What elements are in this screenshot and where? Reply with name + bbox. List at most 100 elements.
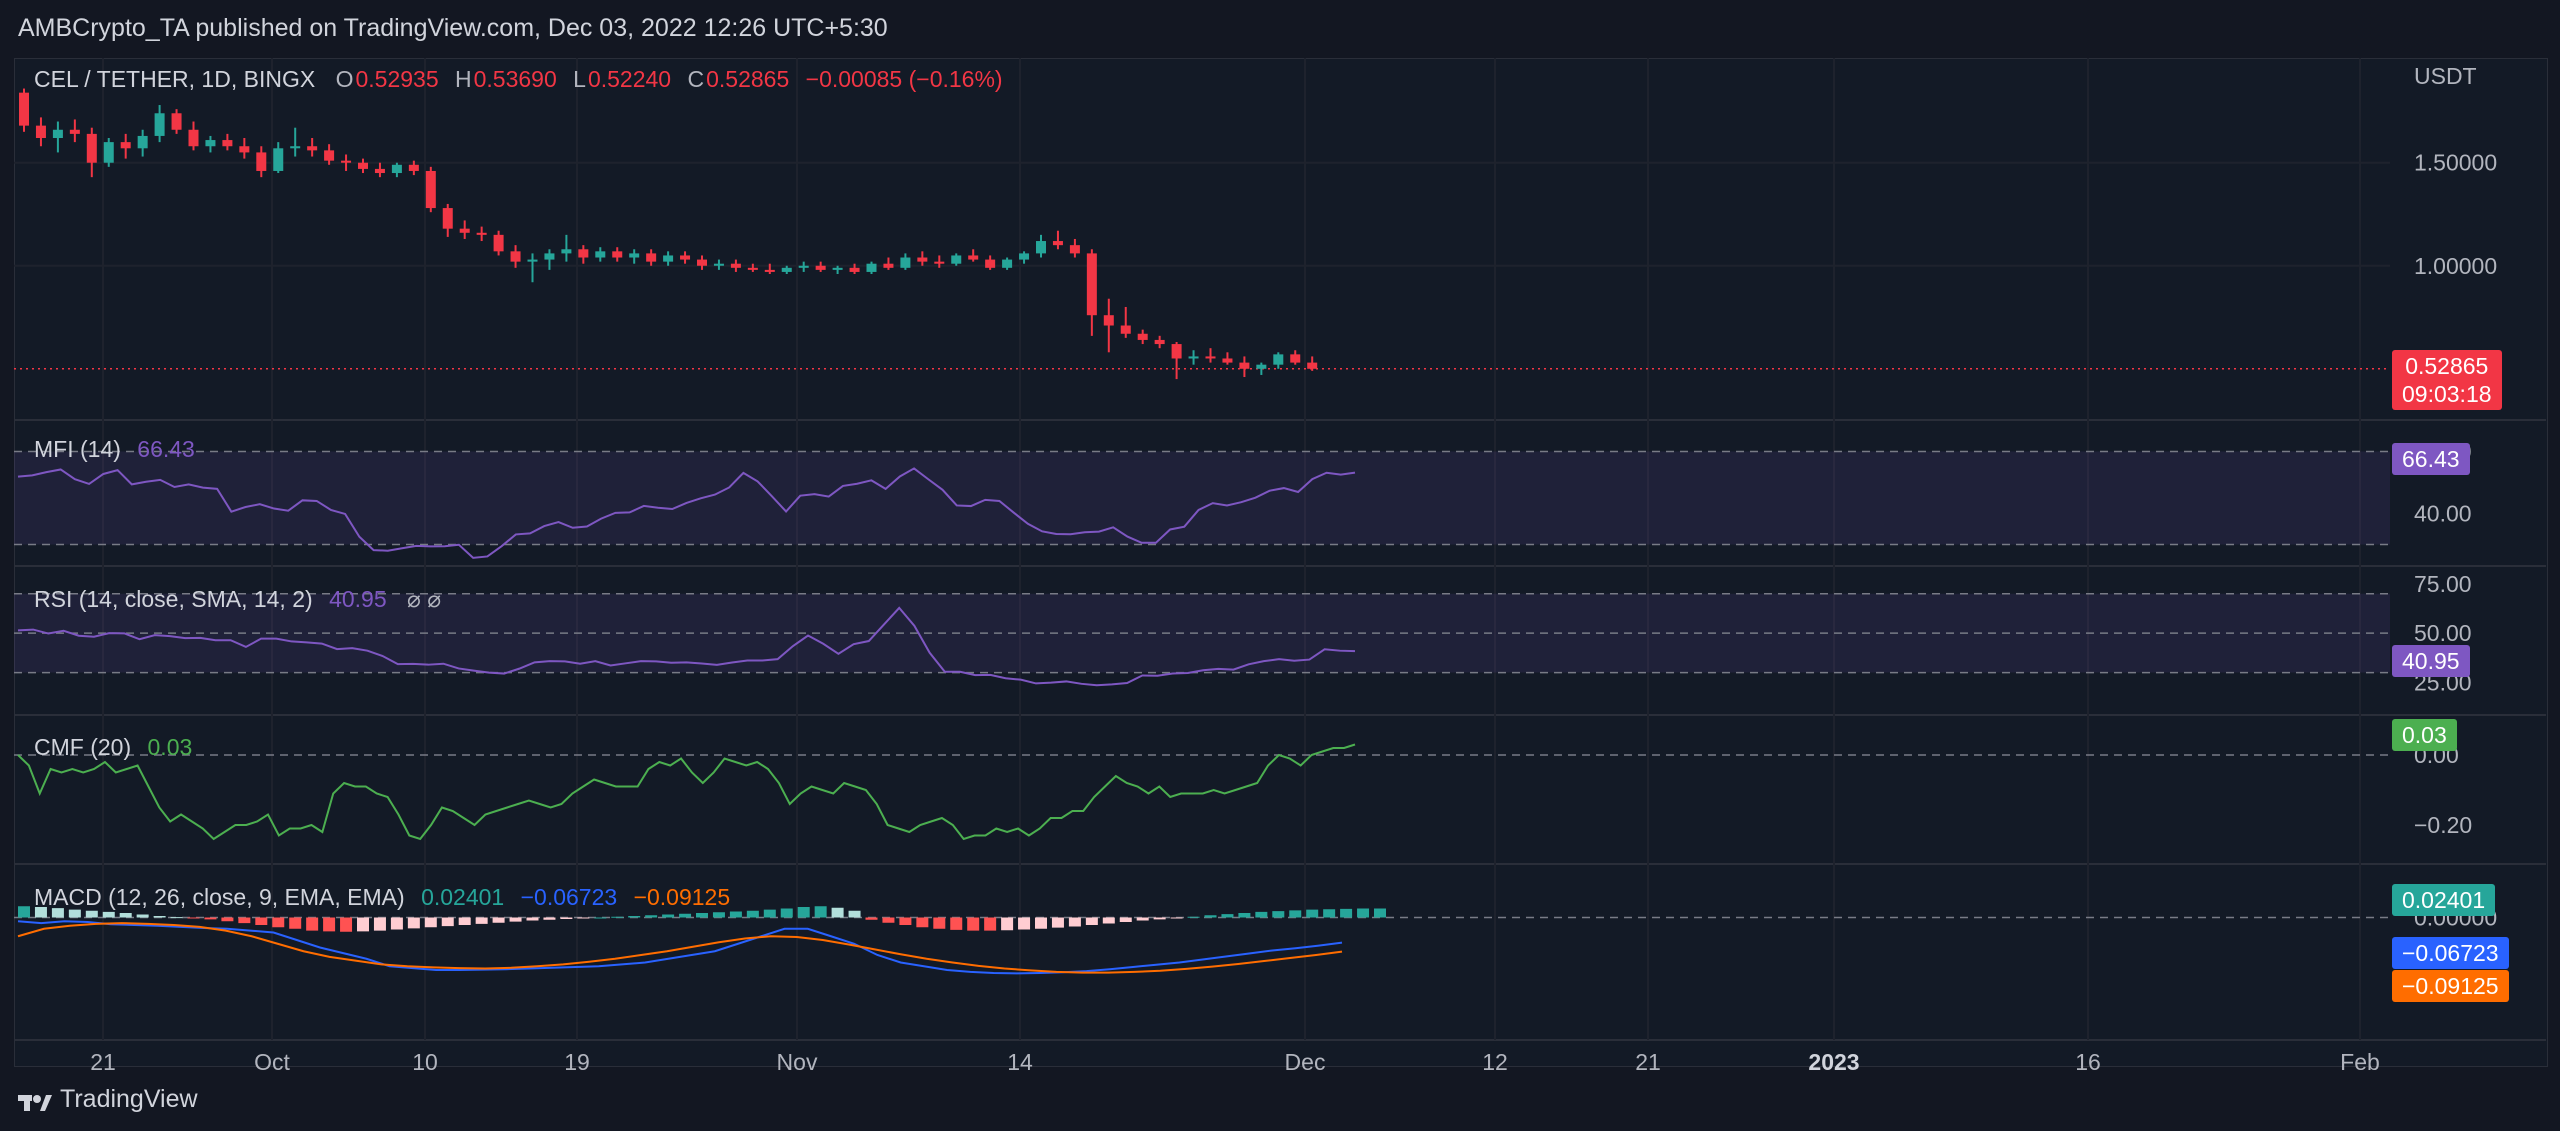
macd-histogram-bar — [407, 917, 420, 929]
x-tick-label: 12 — [1482, 1049, 1508, 1075]
macd-histogram-bar — [1102, 917, 1115, 924]
macd-histogram-bar — [18, 906, 30, 918]
candle-body — [866, 263, 877, 272]
candle-body — [629, 253, 640, 258]
macd-histogram-bar — [289, 917, 302, 929]
rsi-label[interactable]: RSI (14, close, SMA, 14, 2) — [34, 586, 313, 612]
candle-body — [544, 253, 555, 260]
macd-histogram-bar — [797, 907, 810, 918]
candle-body — [103, 142, 114, 163]
tradingview-logo[interactable]: TradingView — [18, 1085, 198, 1114]
candle-body — [493, 234, 504, 252]
macd-histogram-bar — [323, 917, 336, 932]
candle-body — [290, 146, 301, 149]
macd-histogram-bar — [509, 917, 522, 922]
candle-body — [917, 257, 928, 262]
high-value: 0.53690 — [473, 66, 557, 92]
candle-body — [1154, 339, 1165, 345]
candle-body — [815, 265, 826, 270]
candle-body — [1188, 356, 1199, 359]
macd-histogram-bar — [1306, 909, 1319, 918]
candle-body — [1205, 356, 1216, 359]
candle-body — [1002, 259, 1013, 268]
rsi-badge: 40.95 — [2392, 645, 2470, 677]
chart-frame[interactable] — [14, 58, 2548, 1067]
candle-body — [934, 261, 945, 264]
candle-body — [459, 228, 470, 233]
macd-histogram-bar — [831, 907, 844, 918]
candle-body — [1103, 315, 1114, 326]
macd-histogram-bar — [492, 917, 505, 923]
close-value: 0.52865 — [706, 66, 790, 92]
candle-body — [222, 140, 233, 147]
price-unit-label: USDT — [2414, 63, 2477, 89]
macd-histogram-bar — [1221, 914, 1234, 918]
macd-histogram-bar — [1340, 908, 1353, 918]
candle-body — [561, 249, 572, 254]
rsi-tick-label: 75.00 — [2414, 571, 2472, 597]
candle-body — [52, 129, 63, 138]
x-tick-label: Nov — [777, 1049, 818, 1075]
change-value: −0.00085 (−0.16%) — [805, 66, 1003, 92]
macd-histogram-bar — [373, 917, 386, 931]
candle-body — [578, 249, 589, 258]
candle-body — [1052, 241, 1063, 246]
publisher-caption: AMBCrypto_TA published on TradingView.co… — [18, 14, 888, 42]
macd-histogram-bar — [1187, 916, 1200, 918]
macd-histogram-bar — [458, 917, 471, 925]
cmf-legend: CMF (20) 0.03 — [34, 734, 192, 761]
macd-histogram-bar — [950, 917, 963, 930]
cmf-badge: 0.03 — [2392, 719, 2457, 751]
cmf-label[interactable]: CMF (20) — [34, 734, 132, 760]
macd-label[interactable]: MACD (12, 26, close, 9, EMA, EMA) — [34, 884, 405, 910]
macd-histogram-bar — [1051, 917, 1064, 928]
candle-body — [425, 170, 436, 209]
mfi-label[interactable]: MFI (14) — [34, 436, 121, 462]
visibility-icon[interactable]: ⌀ ⌀ — [407, 586, 442, 612]
macd-histogram-bar — [882, 917, 895, 923]
last-price: 0.52865 — [2405, 353, 2489, 379]
low-label: L — [573, 66, 586, 92]
macd-histogram-bar — [865, 917, 878, 920]
macd-histogram-bar — [1035, 917, 1047, 929]
candle-body — [154, 113, 165, 136]
rsi-legend: RSI (14, close, SMA, 14, 2) 40.95 ⌀ ⌀ — [34, 586, 441, 613]
mfi-band — [14, 451, 2390, 545]
candle-body — [137, 135, 148, 149]
macd-histogram-bar — [68, 909, 81, 918]
macd-histogram-bar — [967, 917, 980, 931]
candle-body — [510, 251, 521, 262]
candle-body — [307, 146, 318, 151]
candle-body — [1019, 253, 1030, 260]
candle-body — [1069, 245, 1080, 254]
macd-histogram-bar — [780, 908, 793, 918]
macd-histogram-bar — [255, 917, 268, 925]
macd-histogram-bar — [475, 917, 488, 924]
macd-histogram-bar — [933, 917, 946, 929]
main-legend: CEL / TETHER, 1D, BINGX O0.52935 H0.5369… — [34, 66, 1003, 93]
x-tick-label: 19 — [564, 1049, 590, 1075]
candle-body — [900, 257, 911, 268]
macd-histogram-bar — [594, 917, 607, 919]
candle-body — [239, 146, 250, 153]
candle-body — [273, 148, 284, 171]
candle-body — [324, 150, 335, 161]
symbol-label[interactable]: CEL / TETHER, 1D, BINGX — [34, 66, 316, 92]
macd-histogram-bar — [848, 910, 861, 918]
macd-histogram-bar — [763, 909, 776, 918]
candle-body — [1290, 354, 1301, 363]
candle-body — [35, 125, 46, 138]
candle-body — [1036, 241, 1046, 254]
mfi-line — [17, 467, 1356, 559]
x-tick-label: 21 — [1635, 1049, 1661, 1075]
candle-body — [1137, 333, 1148, 340]
candle-body — [697, 259, 707, 266]
candle-body — [1120, 325, 1131, 334]
x-tick-label: 10 — [412, 1049, 438, 1075]
macd-histogram-bar — [1018, 917, 1031, 930]
open-label: O — [335, 66, 354, 92]
macd-histogram-bar — [560, 917, 573, 919]
x-tick-label: Feb — [2340, 1049, 2380, 1075]
macd-histogram-bar — [306, 917, 319, 931]
